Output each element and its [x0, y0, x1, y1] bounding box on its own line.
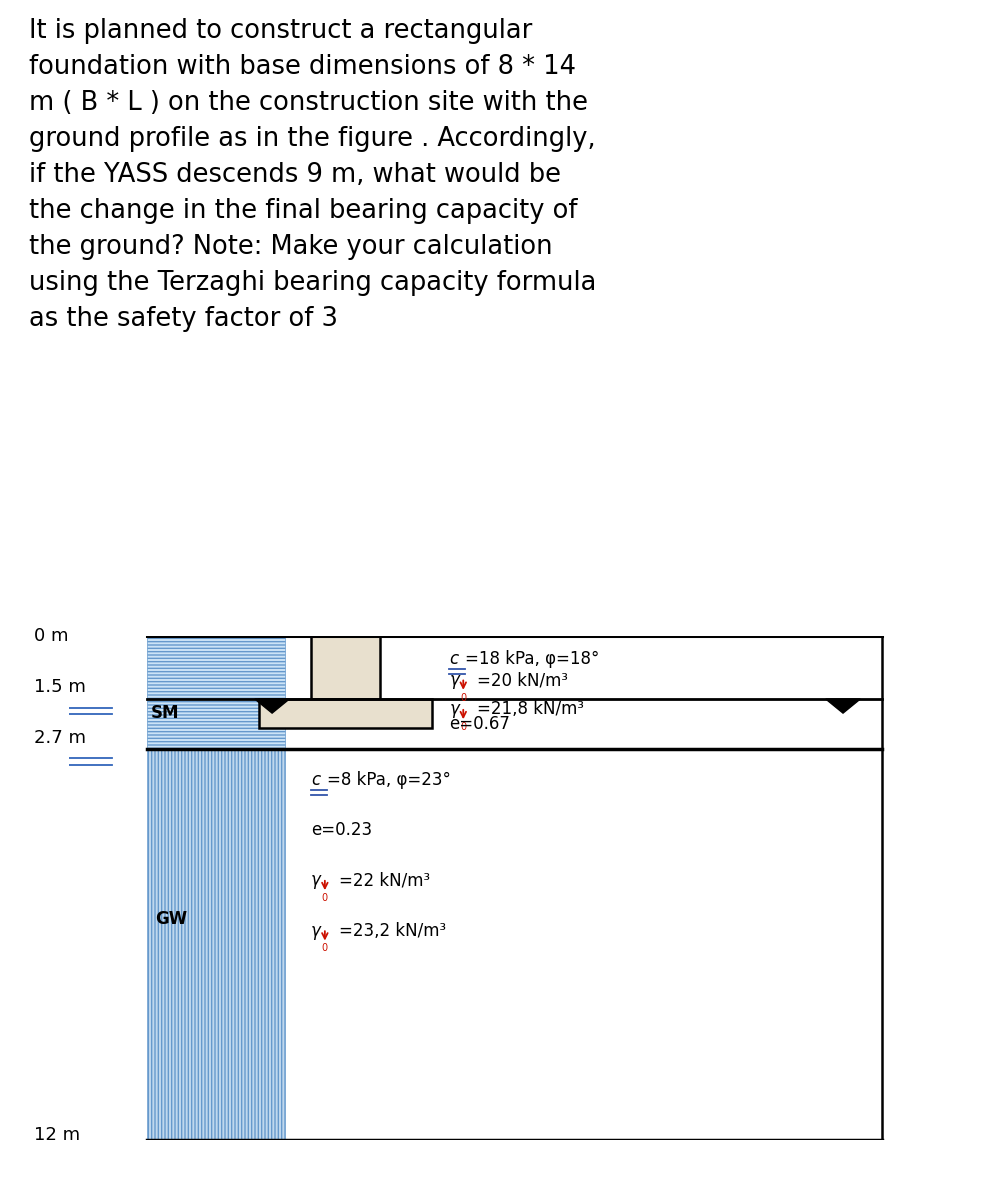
Text: =8 kPa, φ=23°: =8 kPa, φ=23° [326, 770, 450, 788]
Text: =20 kN/m³: =20 kN/m³ [477, 671, 568, 689]
Text: 0: 0 [460, 722, 466, 732]
Text: 0: 0 [460, 692, 466, 703]
Text: =18 kPa, φ=18°: =18 kPa, φ=18° [465, 650, 600, 668]
Text: =22 kN/m³: =22 kN/m³ [339, 871, 430, 889]
Text: =23,2 kN/m³: =23,2 kN/m³ [339, 922, 446, 940]
Text: γ: γ [449, 671, 459, 689]
Text: γ: γ [311, 871, 320, 889]
Text: 0 m: 0 m [34, 626, 69, 646]
Text: =21,8 kN/m³: =21,8 kN/m³ [477, 701, 584, 719]
Bar [311, 636, 380, 698]
Text: GW: GW [155, 911, 188, 929]
Text: SM: SM [151, 704, 180, 722]
Text: 0: 0 [321, 893, 328, 904]
Polygon shape [826, 698, 860, 713]
Text: γ: γ [449, 701, 459, 719]
Bar [260, 698, 433, 728]
Text: γ: γ [311, 922, 320, 940]
Text: c: c [311, 770, 320, 788]
Text: c: c [449, 650, 458, 668]
Text: It is planned to construct a rectangular
foundation with base dimensions of 8 * : It is planned to construct a rectangular… [29, 18, 597, 332]
Bar [146, 636, 285, 749]
Text: 1.5 m: 1.5 m [34, 678, 87, 696]
Text: 0: 0 [321, 943, 328, 954]
Text: e=0.67: e=0.67 [449, 715, 510, 733]
Text: 2.7 m: 2.7 m [34, 728, 87, 746]
Text: e=0.23: e=0.23 [311, 821, 373, 839]
Bar [146, 749, 285, 1140]
Text: 12 m: 12 m [34, 1126, 81, 1144]
Polygon shape [255, 698, 289, 713]
